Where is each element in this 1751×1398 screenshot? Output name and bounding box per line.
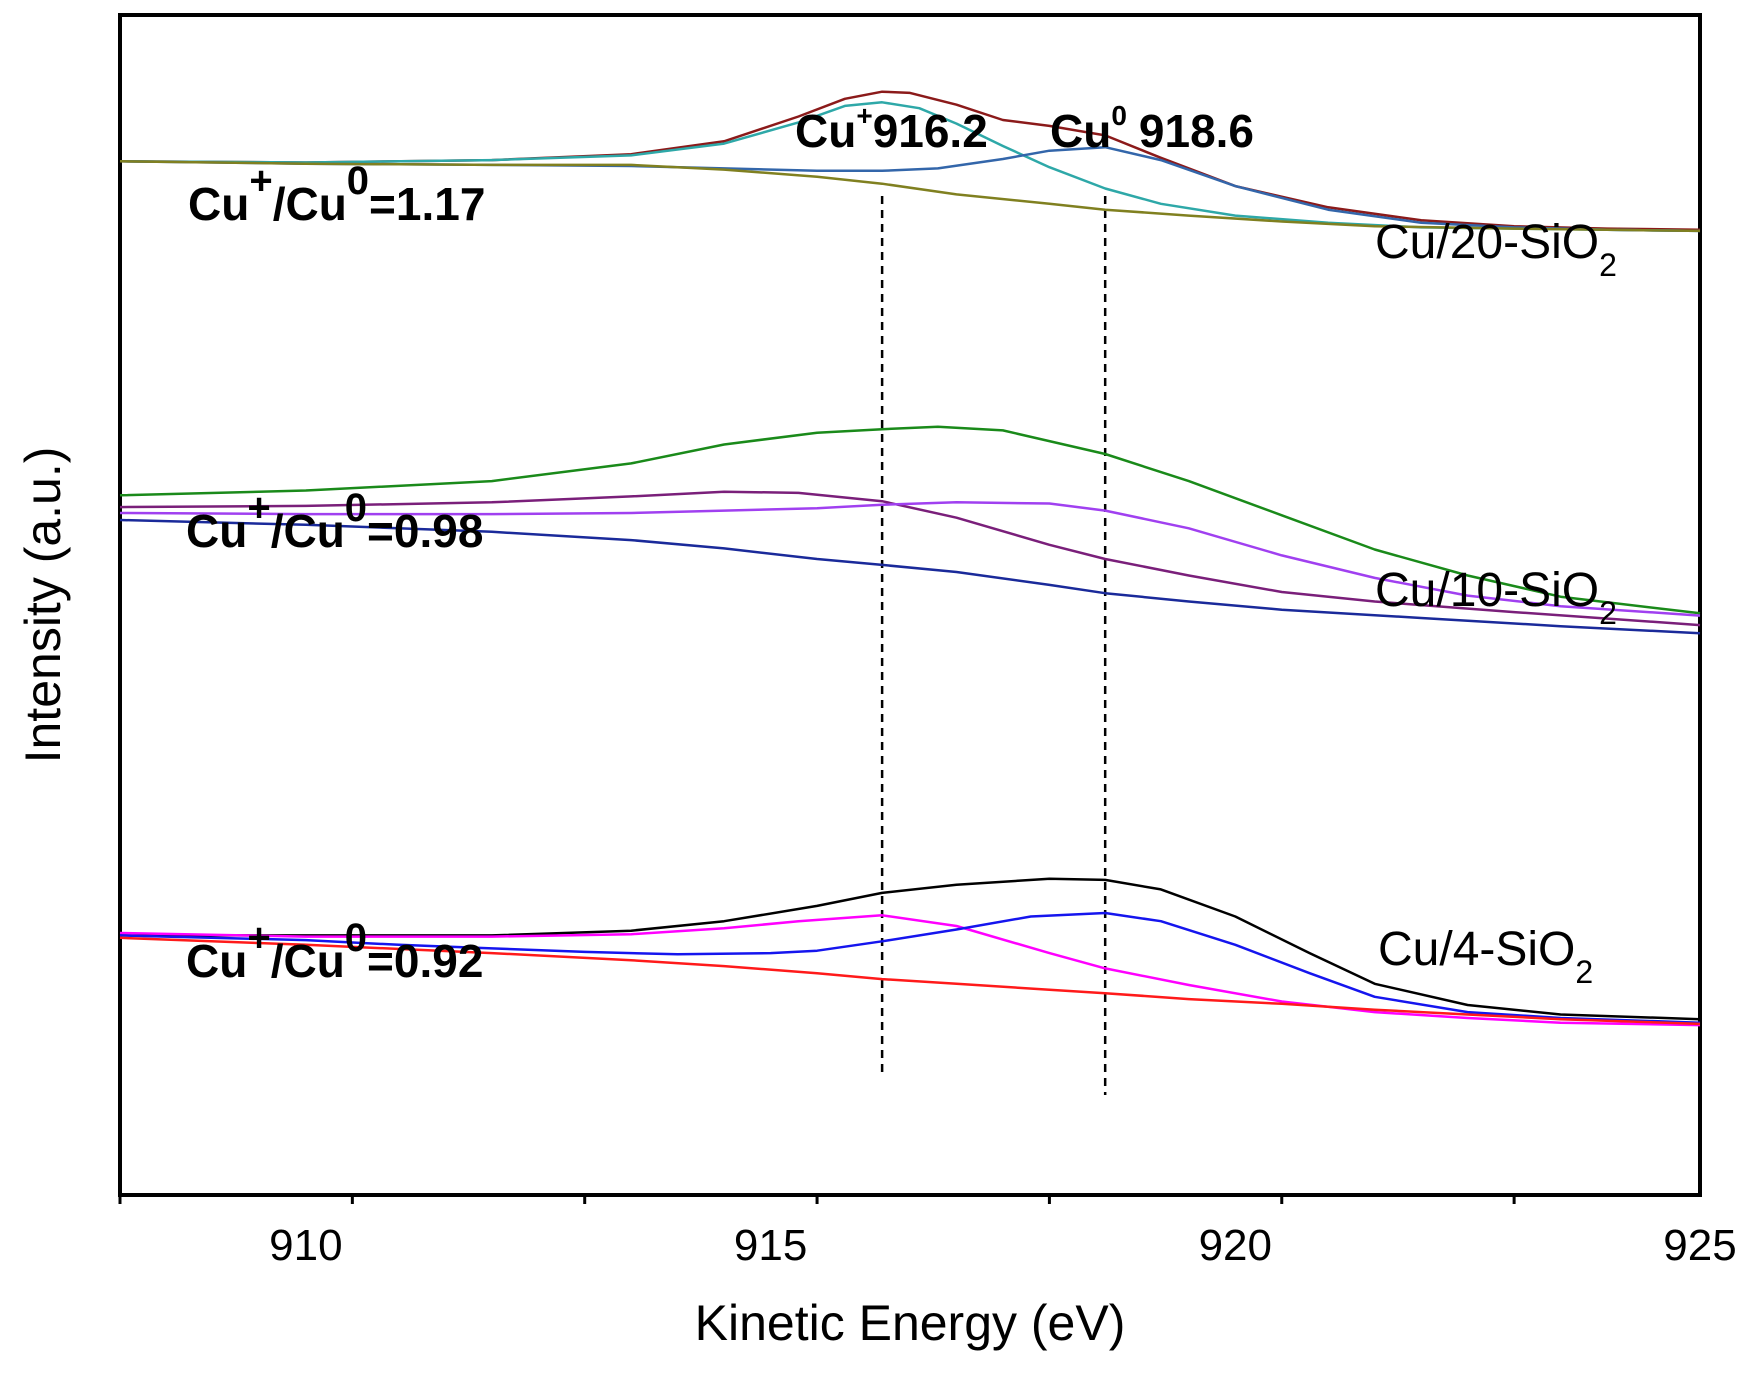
series-line-1-background xyxy=(119,518,1701,635)
ratio-label-20-cu2: Cu xyxy=(285,178,346,230)
x-ticks: 910 915 920 925 xyxy=(118,1195,1737,1270)
y-axis-title: Intensity (a.u.) xyxy=(15,447,71,764)
ratio-label-10-sup2: 0 xyxy=(345,486,367,530)
x-axis-title: Kinetic Energy (eV) xyxy=(695,1295,1126,1351)
x-tick-label: 920 xyxy=(1199,1221,1272,1270)
series-line-0-background xyxy=(119,160,1701,233)
ratio-label-10-value: =0.98 xyxy=(367,505,483,557)
series-line-1-cu0-component xyxy=(119,501,1701,617)
x-tick-label: 910 xyxy=(269,1221,342,1270)
peak-label-cu-plus-value: 916.2 xyxy=(873,105,988,157)
ratio-label-4-slash: / xyxy=(271,935,284,987)
peak-label-cu-plus-sup: + xyxy=(856,100,872,131)
series-line-0-envelope xyxy=(119,90,1701,232)
peak-label-cu-plus: Cu+916.2 xyxy=(795,100,988,157)
reference-lines xyxy=(880,196,1107,1095)
ratio-label-4-sup2: 0 xyxy=(345,916,367,960)
series-line-1-cu-component xyxy=(119,490,1701,627)
peak-label-cu-zero: Cu0 918.6 xyxy=(1050,100,1254,157)
series-line-2-cu0-component xyxy=(119,911,1701,1024)
series-layer xyxy=(119,90,1701,1027)
ratio-label-20-sup2: 0 xyxy=(347,159,369,203)
sample-label-cu4-sub: 2 xyxy=(1575,954,1593,990)
series-line-2-cu-component xyxy=(119,914,1701,1027)
ratio-label-4-cu2: Cu xyxy=(283,935,344,987)
series-line-2-background xyxy=(119,936,1701,1026)
ratio-label-10-cu1: Cu xyxy=(186,505,247,557)
ratio-label-10-cu2: Cu xyxy=(283,505,344,557)
ratio-label-4-value: =0.92 xyxy=(367,935,483,987)
x-tick-label: 915 xyxy=(734,1221,807,1270)
sample-label-cu10: Cu/10-SiO2 xyxy=(1375,564,1617,631)
sample-label-cu20-sub: 2 xyxy=(1599,247,1617,283)
ratio-label-4: Cu+/Cu0=0.92 xyxy=(186,916,483,987)
sample-label-cu4-main: Cu/4-SiO xyxy=(1378,923,1575,976)
ratio-label-10: Cu+/Cu0=0.98 xyxy=(186,486,483,557)
sample-label-cu20: Cu/20-SiO2 xyxy=(1375,216,1617,283)
ratio-label-10-slash: / xyxy=(271,505,284,557)
peak-label-cu-zero-sup: 0 xyxy=(1111,100,1127,131)
series-line-2-envelope xyxy=(120,877,1701,1021)
sample-label-cu4: Cu/4-SiO2 xyxy=(1378,923,1593,990)
peak-label-cu-zero-value: 918.6 xyxy=(1139,105,1254,157)
peak-label-cu-zero-main: Cu xyxy=(1050,105,1111,157)
ratio-label-20-sup1: + xyxy=(249,159,272,203)
plot-frame xyxy=(118,13,1702,1197)
ratio-label-10-sup1: + xyxy=(247,486,270,530)
series-line-1-envelope xyxy=(119,425,1701,615)
x-tick-label: 925 xyxy=(1663,1221,1736,1270)
ratio-label-20-cu1: Cu xyxy=(188,178,249,230)
peak-label-cu-plus-main: Cu xyxy=(795,105,856,157)
ratio-label-20-value: =1.17 xyxy=(369,178,485,230)
sample-label-cu10-main: Cu/10-SiO xyxy=(1375,564,1599,617)
ratio-label-20: Cu+/Cu0=1.17 xyxy=(188,159,485,230)
sample-label-cu20-main: Cu/20-SiO xyxy=(1375,216,1599,269)
ratio-label-4-sup1: + xyxy=(247,916,270,960)
sample-label-cu10-sub: 2 xyxy=(1599,595,1617,631)
ratio-label-4-cu1: Cu xyxy=(186,935,247,987)
ratio-label-20-slash: / xyxy=(273,178,286,230)
